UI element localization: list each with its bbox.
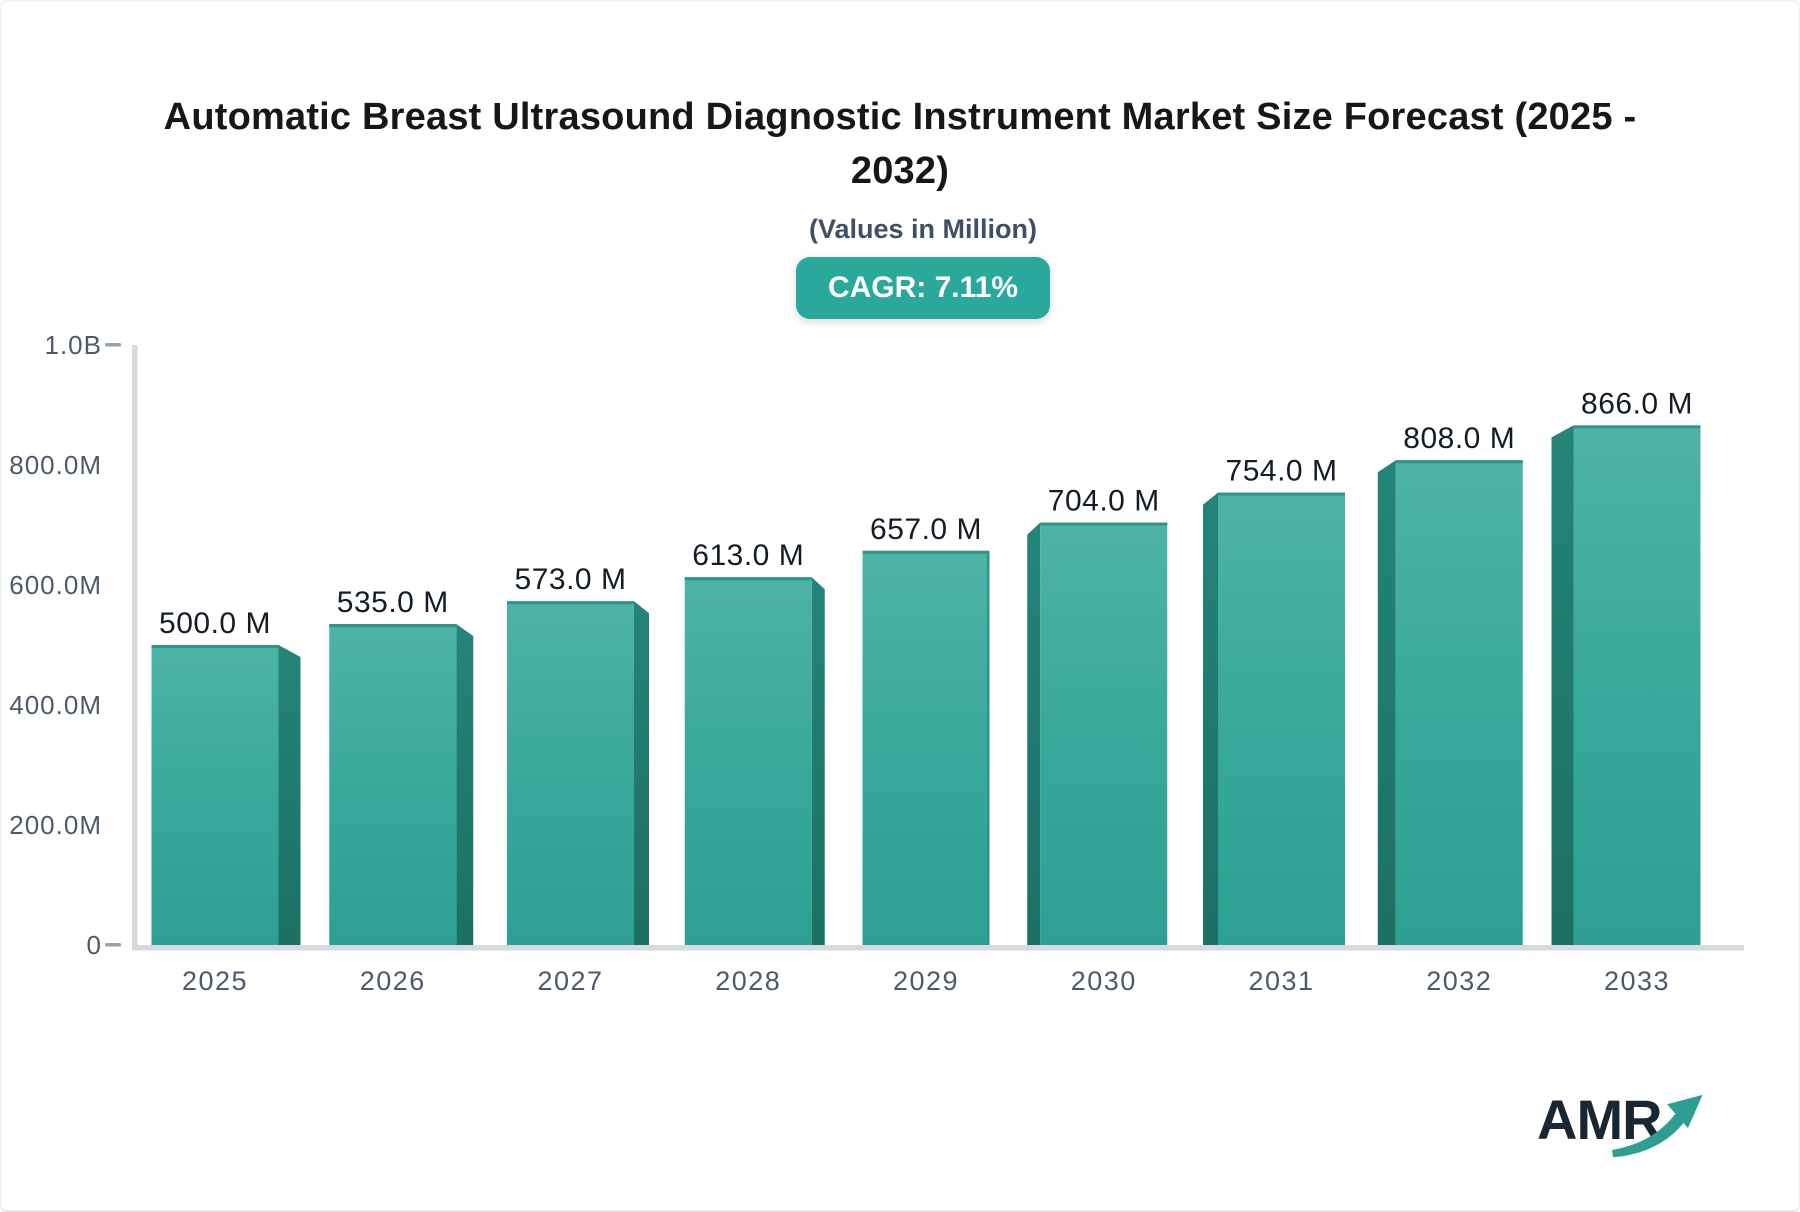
- amr-logo-text: AMR: [1537, 1088, 1663, 1151]
- bar-side-face: [634, 601, 649, 945]
- bar-2027[interactable]: 573.0 M 2027: [507, 563, 649, 996]
- bar-2033[interactable]: 866.0 M 2033: [1551, 387, 1701, 996]
- bar-front-face: [684, 577, 812, 945]
- chart-title: Automatic Breast Ultrasound Diagnostic I…: [2, 90, 1798, 198]
- bar-right-edge: [987, 550, 990, 945]
- bar-value-label: 704.0 M: [1048, 485, 1160, 518]
- x-axis-tick-label: 2027: [537, 966, 603, 996]
- bar-value-label: 657.0 M: [870, 513, 982, 546]
- chart-header: Automatic Breast Ultrasound Diagnostic I…: [2, 2, 1798, 319]
- chart-title-line1: Automatic Breast Ultrasound Diagnostic I…: [163, 96, 1637, 138]
- bar-front-face: [862, 550, 990, 945]
- bar-2025[interactable]: 500.0 M 2025: [151, 607, 301, 996]
- bar-value-label: 866.0 M: [1581, 387, 1693, 420]
- bar-value-label: 754.0 M: [1226, 455, 1338, 488]
- x-axis-tick-label: 2032: [1426, 966, 1492, 996]
- bar-top-edge: [1040, 522, 1168, 526]
- cagr-badge: CAGR: 7.11%: [795, 257, 1051, 319]
- bar-2028[interactable]: 613.0 M 2028: [684, 539, 825, 996]
- bar-2026[interactable]: 535.0 M 2026: [329, 586, 474, 996]
- bar-top-edge: [684, 577, 812, 581]
- x-axis-tick-label: 2031: [1248, 966, 1314, 996]
- bar-2031[interactable]: 754.0 M 2031: [1203, 455, 1345, 996]
- growth-arrow-icon: [1612, 1094, 1703, 1158]
- bar-front-face: [1395, 460, 1523, 945]
- chart-subtitle: (Values in Million): [808, 214, 1038, 244]
- x-axis-tick-label: 2033: [1604, 966, 1670, 996]
- y-axis-tick-mark: [105, 943, 121, 947]
- bar-front-face: [1573, 425, 1701, 945]
- y-axis-tick-label: 400.0M: [9, 690, 102, 720]
- bar-side-face: [811, 577, 825, 945]
- x-axis-tick-label: 2028: [715, 966, 781, 996]
- bar-chart: 0 200.0M 400.0M 600.0M 800.0M 1.0B 500.0 M 2025…: [2, 332, 1800, 1014]
- bar-front-face: [151, 645, 279, 945]
- x-axis-tick-label: 2029: [893, 966, 959, 996]
- bar-top-edge: [862, 550, 990, 554]
- y-axis-tick-label: 200.0M: [9, 810, 102, 840]
- x-axis-tick-label: 2030: [1071, 966, 1137, 996]
- y-axis-tick-mark: [105, 343, 121, 347]
- y-axis-tick-label: 1.0B: [45, 332, 103, 360]
- bar-front-face: [1040, 522, 1168, 945]
- x-axis-tick-label: 2025: [182, 966, 248, 996]
- bar-2030[interactable]: 704.0 M 2030: [1027, 485, 1168, 996]
- bar-value-label: 535.0 M: [337, 586, 449, 619]
- bar-value-label: 573.0 M: [515, 563, 627, 596]
- bar-value-label: 808.0 M: [1403, 422, 1515, 455]
- bar-top-edge: [507, 601, 634, 605]
- bar-side-face: [278, 645, 301, 945]
- amr-logo: AMR: [1537, 1090, 1727, 1170]
- chart-subheader: (Values in Million) CAGR: 7.11%: [25, 214, 1800, 319]
- bar-top-edge: [329, 624, 457, 627]
- bar-value-label: 500.0 M: [159, 607, 271, 640]
- bar-side-face: [456, 624, 474, 945]
- bar-value-label: 613.0 M: [692, 539, 804, 572]
- bar-2032[interactable]: 808.0 M 2032: [1377, 422, 1523, 996]
- chart-title-line2: 2032): [850, 150, 950, 192]
- y-axis-tick-label: 800.0M: [9, 450, 102, 480]
- y-axis-tick-label: 0: [87, 930, 102, 960]
- y-axis-tick-label: 600.0M: [9, 570, 102, 600]
- bar-front-face: [329, 624, 457, 945]
- x-axis-line: [132, 945, 1744, 951]
- bar-front-face: [1218, 492, 1345, 945]
- bar-top-edge: [151, 645, 279, 648]
- bar-side-face: [1551, 425, 1574, 945]
- bar-front-face: [507, 601, 634, 945]
- y-axis-line: [132, 345, 138, 951]
- bar-top-edge: [1395, 460, 1523, 464]
- bar-top-edge: [1573, 425, 1701, 429]
- x-axis-tick-label: 2026: [360, 966, 426, 996]
- bar-side-face: [1203, 492, 1218, 945]
- bar-side-face: [1377, 460, 1396, 945]
- bar-side-face: [1027, 522, 1041, 945]
- bar-2029[interactable]: 657.0 M 2029: [862, 513, 990, 996]
- bar-top-edge: [1218, 492, 1345, 496]
